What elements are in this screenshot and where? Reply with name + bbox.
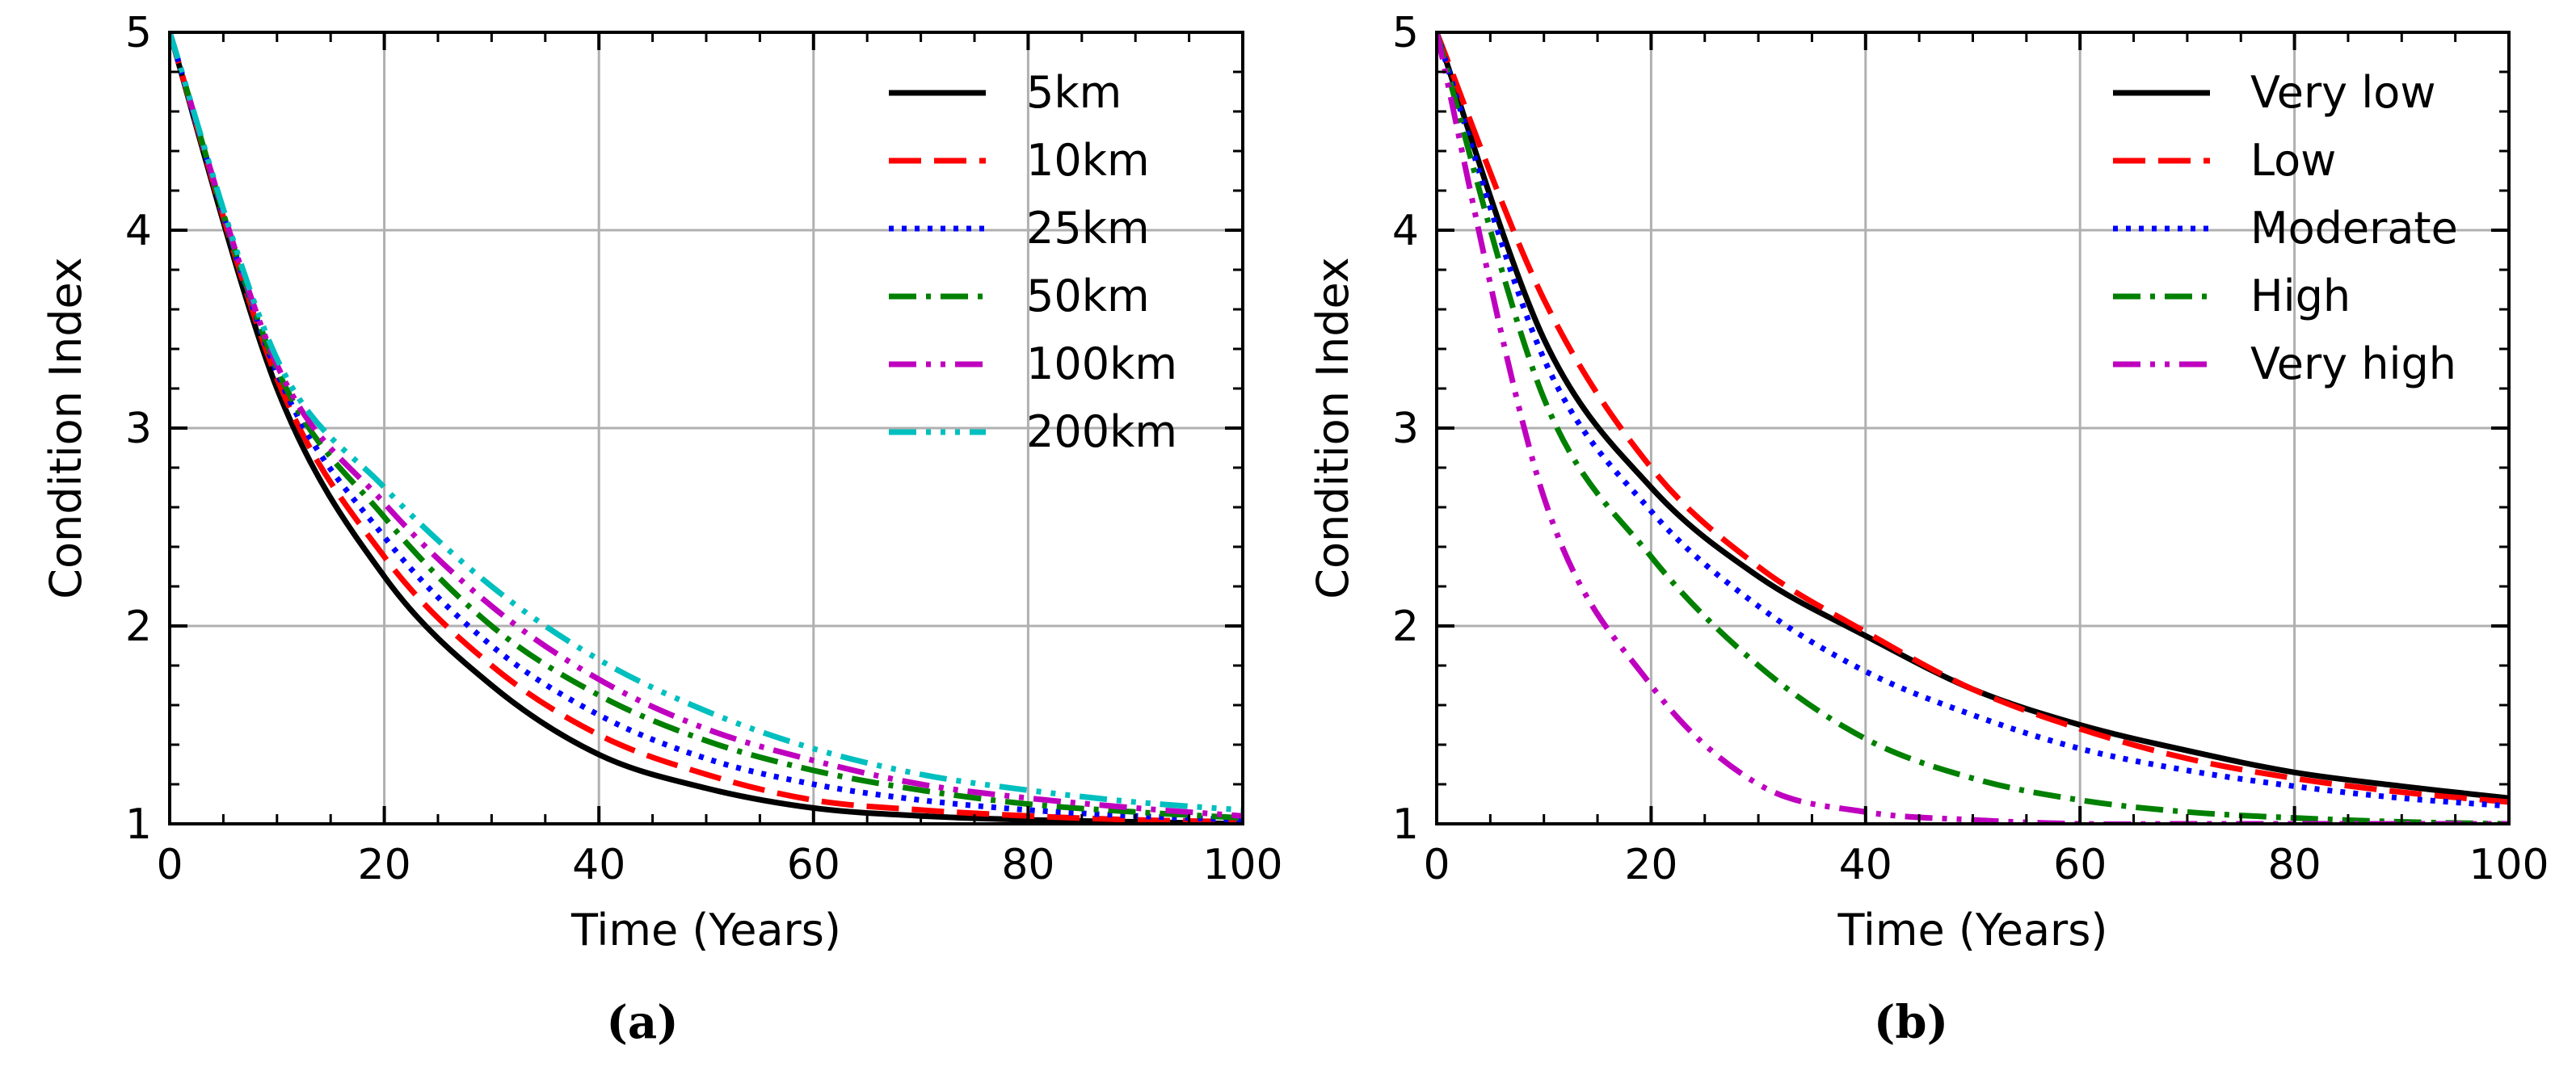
y-tick-label: 1: [125, 800, 152, 849]
series-line-moderate: [1437, 32, 2509, 809]
series-line-low: [1437, 32, 2509, 805]
y-tick-label: 3: [1392, 405, 1419, 453]
x-tick-label: 80: [2268, 841, 2321, 889]
legend-label: 50km: [1026, 271, 1150, 321]
legend: 5km 10km 25km 50km 100km 200km: [889, 67, 1177, 457]
x-tick-label: 100: [1202, 841, 1282, 889]
y-tick-label: 4: [125, 207, 152, 255]
y-tick-label: 2: [1392, 603, 1419, 651]
x-tick-label: 60: [787, 841, 840, 889]
series-line-200km: [170, 32, 1243, 813]
y-tick-label: 5: [1392, 9, 1419, 57]
y-axis-label: Condition Index: [1307, 257, 1358, 599]
series-line-100km: [170, 32, 1243, 819]
legend-label: Very low: [2250, 67, 2436, 118]
x-tick-label: 80: [1001, 841, 1054, 889]
legend-label: 25km: [1026, 203, 1150, 254]
y-tick-label: 4: [1392, 207, 1419, 255]
x-tick-label: 20: [1624, 841, 1677, 889]
series-line-very-low: [1437, 32, 2509, 801]
x-axis-label: Time (Years): [1837, 905, 2108, 956]
legend-label: 5km: [1026, 67, 1122, 118]
series-line-5km: [170, 32, 1243, 824]
series-line-very-high: [1437, 32, 2509, 824]
legend-label: 100km: [1026, 338, 1177, 389]
panel-caption: (a): [606, 996, 678, 1049]
y-tick-label: 3: [125, 405, 152, 453]
x-tick-label: 0: [1423, 841, 1450, 889]
x-tick-label: 20: [358, 841, 411, 889]
legend-label: High: [2250, 271, 2351, 321]
y-tick-label: 2: [125, 603, 152, 651]
legend: Very low Low Moderate High Very high: [2113, 67, 2458, 389]
panel-a: 0 20 40 60 80 100 1 2 3 4 5 Time (Years) Condition I…: [40, 9, 1283, 1049]
y-tick-label: 5: [125, 9, 152, 57]
x-tick-label: 100: [2469, 841, 2549, 889]
panel-b: 0 20 40 60 80 100 1 2 3 4 5 Time (Years) Condition I…: [1307, 9, 2549, 1049]
series-line-10km: [170, 32, 1243, 824]
legend-label: Very high: [2250, 338, 2456, 389]
x-tick-label: 0: [156, 841, 183, 889]
series-line-high: [1437, 32, 2509, 824]
legend-label: 200km: [1026, 406, 1177, 457]
x-tick-label: 40: [1839, 841, 1892, 889]
y-axis-label: Condition Index: [40, 257, 91, 599]
legend-label: Moderate: [2250, 203, 2458, 254]
x-tick-label: 40: [572, 841, 625, 889]
x-tick-label: 60: [2053, 841, 2107, 889]
y-tick-label: 1: [1392, 800, 1419, 849]
panel-caption: (b): [1874, 996, 1948, 1049]
x-axis-label: Time (Years): [570, 905, 841, 956]
legend-label: 10km: [1026, 135, 1150, 186]
legend-label: Low: [2250, 135, 2336, 186]
